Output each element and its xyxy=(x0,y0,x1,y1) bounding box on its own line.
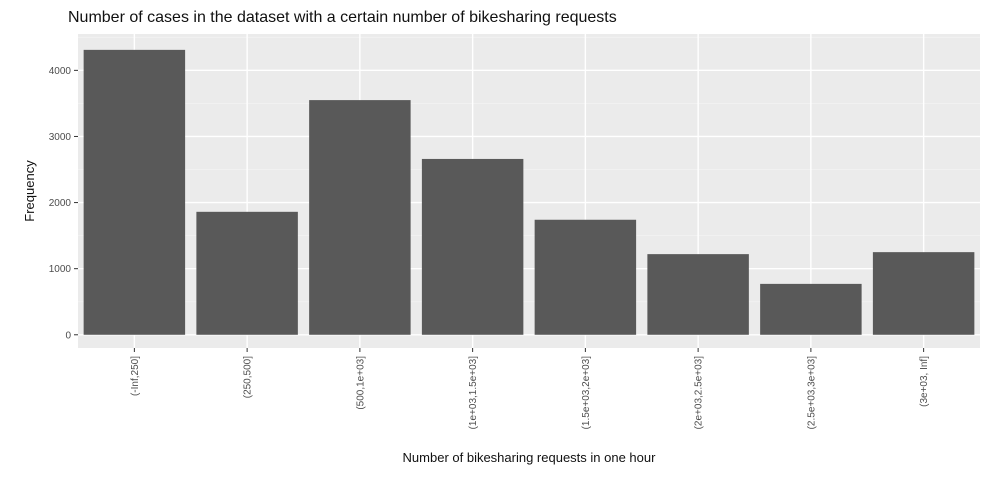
y-tick-label: 1000 xyxy=(49,264,72,275)
x-tick-label: (1.5e+03,2e+03] xyxy=(581,356,592,430)
y-tick-label: 0 xyxy=(65,330,71,341)
x-tick-label: (500,1e+03] xyxy=(355,356,366,410)
chart-title: Number of cases in the dataset with a ce… xyxy=(68,9,617,26)
y-tick-label: 3000 xyxy=(49,132,72,143)
bar xyxy=(872,252,975,335)
x-axis-title: Number of bikesharing requests in one ho… xyxy=(403,450,657,465)
y-axis-title: Frequency xyxy=(22,160,37,222)
bars xyxy=(83,49,975,335)
x-tick-label: (3e+03, Inf] xyxy=(919,356,930,407)
y-axis: 0 1000 2000 3000 4000 xyxy=(49,66,78,341)
x-tick-label: (2e+03,2.5e+03] xyxy=(694,356,705,430)
bar xyxy=(309,100,411,335)
y-tick-label: 2000 xyxy=(49,198,72,209)
x-tick-label: (250,500] xyxy=(243,356,254,398)
bar xyxy=(647,254,749,335)
x-axis: (-Inf,250] (250,500] (500,1e+03] (1e+03,1.5… xyxy=(130,348,930,429)
x-tick-label: (2.5e+03,3e+03] xyxy=(806,356,817,430)
bar xyxy=(196,211,298,335)
bar xyxy=(534,219,637,335)
bar xyxy=(421,158,524,335)
x-tick-label: (1e+03,1.5e+03] xyxy=(468,356,479,430)
y-tick-label: 4000 xyxy=(49,66,72,77)
bar xyxy=(83,49,186,335)
x-tick-label: (-Inf,250] xyxy=(130,356,141,396)
bar xyxy=(760,283,862,335)
